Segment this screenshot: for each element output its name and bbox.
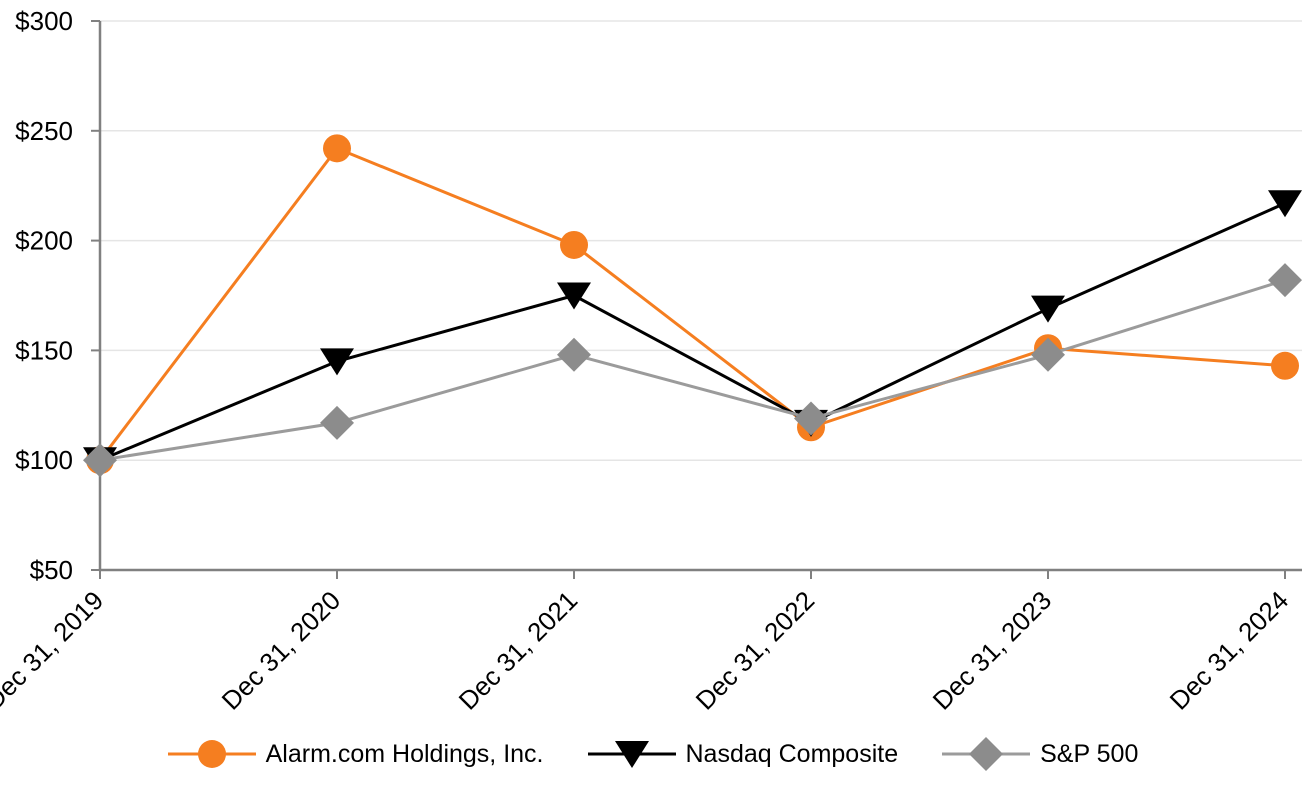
- series-marker-nasdaq-composite: [1031, 295, 1065, 323]
- series-marker-alarm-com-holdings-inc: [560, 230, 588, 259]
- y-axis-tick-label: $50: [30, 555, 73, 585]
- legend-label: S&P 500: [1040, 739, 1139, 768]
- y-axis-tick-label: $150: [15, 335, 73, 365]
- y-axis-tick-label: $100: [15, 445, 73, 475]
- legend-label: Alarm.com Holdings, Inc.: [265, 739, 544, 768]
- chart-canvas: $50 $100 $150 $200 $250 $300 Dec 31, 2019 Dec 3…: [0, 6, 1302, 710]
- legend-item-s-p-500: S&P 500: [942, 736, 1138, 772]
- legend-marker-alarm-com-holdings-inc: [197, 740, 226, 768]
- series-line-s-p-500: [98, 278, 1287, 462]
- y-axis-tick-label: $300: [15, 6, 73, 36]
- series-marker-alarm-com-holdings-inc: [323, 134, 351, 163]
- x-axis-tick-label: Dec 31, 2021: [453, 585, 584, 710]
- series-marker-s-p-500: [320, 405, 354, 440]
- series-marker-alarm-com-holdings-inc: [1271, 351, 1299, 380]
- legend-item-alarm-com-holdings-inc: Alarm.com Holdings, Inc.: [167, 736, 544, 772]
- legend-marker-nasdaq-composite: [614, 741, 649, 768]
- legend-item-nasdaq-composite: Nasdaq Composite: [587, 736, 899, 772]
- x-axis-tick-label: Dec 31, 2024: [1164, 585, 1295, 710]
- series-line-nasdaq-composite: [98, 201, 1287, 462]
- legend-marker-circle-icon: [167, 740, 256, 768]
- series-marker-s-p-500: [557, 337, 591, 372]
- x-axis-tick-label: Dec 31, 2019: [0, 585, 109, 710]
- series-marker-s-p-500: [1031, 337, 1065, 372]
- series-marker-s-p-500: [1268, 263, 1302, 298]
- x-axis-tick-label: Dec 31, 2023: [927, 585, 1058, 710]
- y-axis-tick-label: $250: [15, 116, 73, 146]
- series-marker-s-p-500: [794, 401, 828, 436]
- x-axis-tick-label: Dec 31, 2020: [216, 585, 347, 710]
- legend-marker-triangle-down-icon: [587, 741, 676, 768]
- legend-marker-diamond-icon: [942, 737, 1031, 771]
- x-axis-tick-label: Dec 31, 2022: [690, 585, 821, 710]
- y-axis-tick-label: $200: [15, 226, 73, 256]
- series-marker-nasdaq-composite: [557, 282, 591, 310]
- chart-legend: Alarm.com Holdings, Inc. Nasdaq Composite…: [0, 726, 1306, 782]
- legend-marker-s-p-500: [969, 737, 1004, 771]
- series-line-alarm-com-holdings-inc: [98, 146, 1287, 462]
- series-marker-nasdaq-composite: [320, 348, 354, 376]
- legend-label: Nasdaq Composite: [685, 739, 899, 768]
- series-marker-s-p-500: [83, 443, 117, 478]
- series-marker-nasdaq-composite: [1268, 190, 1302, 218]
